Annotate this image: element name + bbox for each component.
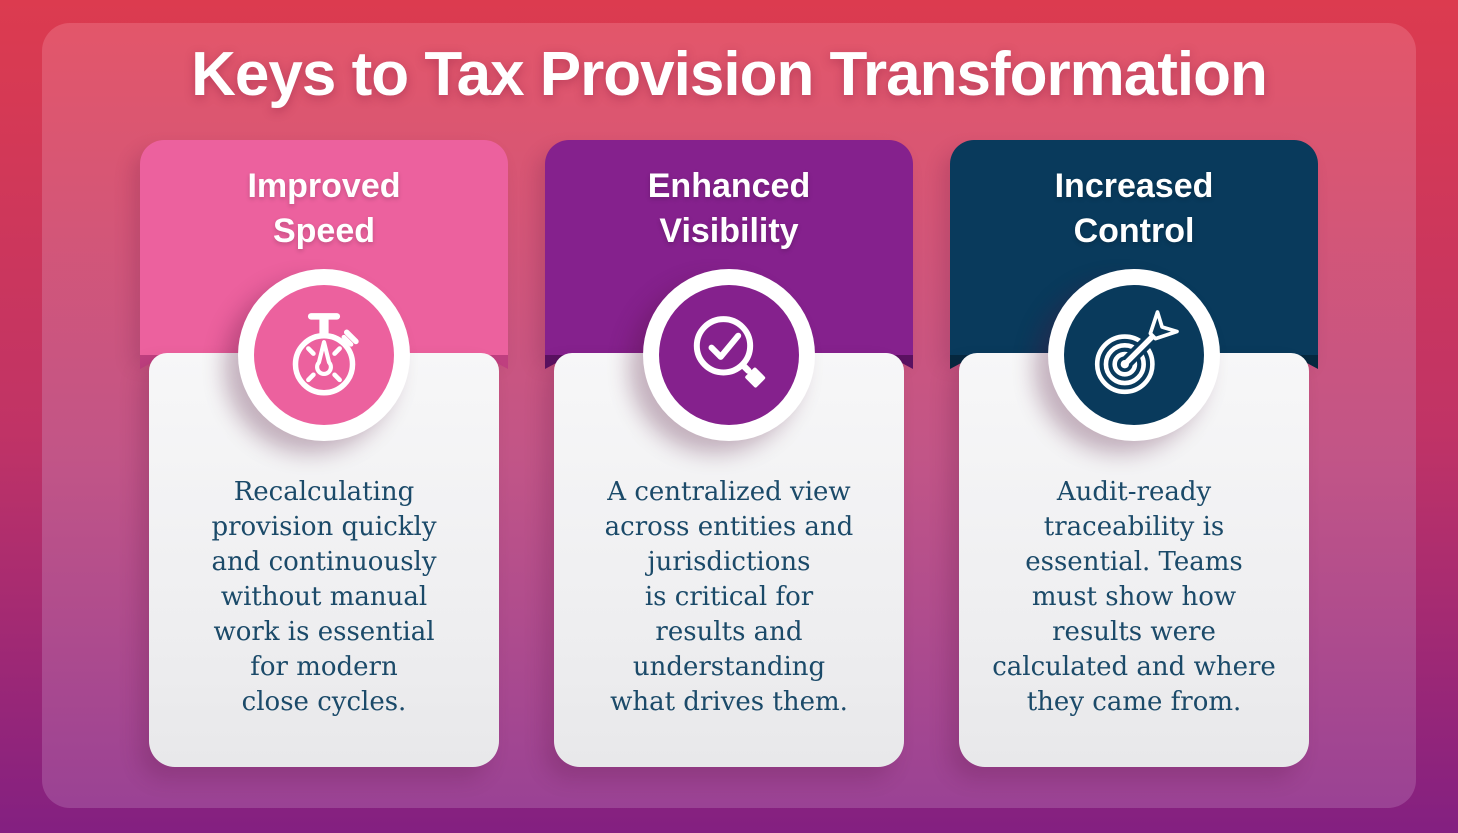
card-description: Recalculating provision quickly and cont… [211,477,437,717]
icon-badge [1048,269,1220,441]
card-description: Audit-ready traceability is essential. T… [992,477,1276,717]
target-arrow-icon [1064,285,1204,425]
card-title: Increased Control [1054,167,1214,250]
stopwatch-icon [254,285,394,425]
card-title: Enhanced Visibility [647,167,811,250]
card-title: Improved Speed [247,167,401,250]
magnifying-glass-check-icon [659,285,799,425]
card-improved-speed: Improved Speed Recalculating provision q… [140,140,508,767]
card-description: A centralized view across entities and j… [604,477,854,717]
icon-badge [643,269,815,441]
content-panel: Keys to Tax Provision Transformation Imp… [42,23,1416,808]
page-title: Keys to Tax Provision Transformation [191,40,1268,109]
cards-row: Improved Speed Recalculating provision q… [42,140,1416,767]
card-increased-control: Increased Control Audit-ready traceabili… [950,140,1318,767]
card-enhanced-visibility: Enhanced Visibility A centralized view a… [545,140,913,767]
icon-badge [238,269,410,441]
